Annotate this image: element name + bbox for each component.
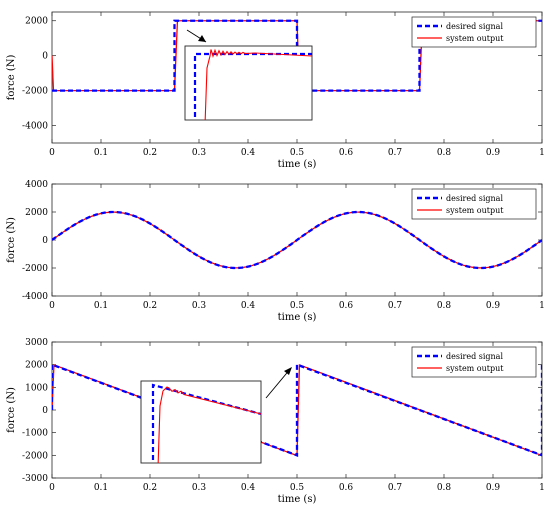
y-tick-label: 0 bbox=[42, 406, 48, 416]
series-group bbox=[52, 210, 542, 270]
inset-output-line bbox=[204, 48, 312, 120]
y-axis-label: force (N) bbox=[6, 217, 17, 263]
x-tick-label: 0.9 bbox=[486, 301, 501, 311]
x-tick-label: 0.1 bbox=[94, 483, 108, 493]
y-tick-label: 1000 bbox=[25, 383, 48, 393]
inset-desired-line bbox=[151, 383, 261, 463]
y-tick-label: 2000 bbox=[25, 361, 48, 371]
y-tick-label: -2000 bbox=[22, 451, 48, 461]
x-tick-label: 0.5 bbox=[290, 301, 305, 311]
y-axis-label: force (N) bbox=[6, 55, 17, 101]
x-tick-label: 0.1 bbox=[94, 301, 108, 311]
inset-zoom bbox=[140, 367, 292, 464]
series-group bbox=[52, 363, 542, 457]
x-tick-label: 1 bbox=[539, 301, 545, 311]
x-tick-label: 0.4 bbox=[241, 483, 256, 493]
x-tick-label: 0 bbox=[49, 483, 55, 493]
x-tick-label: 0.7 bbox=[388, 483, 403, 493]
legend: desired signal system output bbox=[411, 188, 537, 220]
x-tick-label: 0.4 bbox=[241, 301, 256, 311]
y-tick-label: 3000 bbox=[25, 338, 48, 348]
y-axis-label: force (N) bbox=[6, 387, 17, 433]
y-tick-label: -2000 bbox=[22, 264, 48, 274]
inset-frame bbox=[140, 380, 262, 464]
x-tick-label: 0.3 bbox=[192, 301, 207, 311]
y-tick-label: 0 bbox=[42, 236, 48, 246]
y-tick-label: -4000 bbox=[22, 292, 48, 302]
x-tick-label: 0.5 bbox=[290, 483, 305, 493]
inset-arrow-head bbox=[284, 367, 292, 375]
y-tick-label: -2000 bbox=[22, 87, 48, 97]
x-tick-label: 0.2 bbox=[143, 483, 157, 493]
inset-lines bbox=[151, 383, 261, 463]
x-tick-label: 0.6 bbox=[339, 301, 354, 311]
x-tick-label: 1 bbox=[539, 148, 545, 158]
y-tick-label: 2000 bbox=[25, 17, 48, 27]
x-tick-label: 0 bbox=[49, 301, 55, 311]
inset-frame bbox=[184, 45, 313, 121]
legend-entry-label: system output bbox=[446, 34, 504, 43]
x-tick-label: 0.4 bbox=[241, 148, 256, 158]
legend-entry-label: desired signal bbox=[446, 22, 503, 31]
inset-zoom bbox=[184, 29, 313, 121]
chart-panel-2: 0 0.1 0.2 0.3 0.4 0.5 0.6 0.7 0.8 0.9 1 -4000 -2000 0… bbox=[6, 180, 545, 323]
legend: desired signal system output bbox=[411, 16, 537, 48]
x-tick-label: 0.6 bbox=[339, 483, 354, 493]
chart-panel-1: 0 0.1 0.2 0.3 0.4 0.5 0.6 0.7 0.8 0.9 1 -4000 -2000 0… bbox=[6, 11, 545, 170]
chart-panel-3: 0 0.1 0.2 0.3 0.4 0.5 0.6 0.7 0.8 0.9 1 -3000 -2000 -… bbox=[6, 338, 545, 505]
x-tick-label: 0.2 bbox=[143, 301, 157, 311]
x-tick-label: 0.8 bbox=[437, 148, 452, 158]
y-tick-label: 4000 bbox=[25, 180, 48, 190]
legend-entry-label: desired signal bbox=[446, 194, 503, 203]
inset-output-line bbox=[157, 386, 261, 463]
inset-lines bbox=[193, 48, 312, 120]
x-tick-label: 0.7 bbox=[388, 301, 403, 311]
legend-entry-label: system output bbox=[446, 206, 504, 215]
x-tick-label: 0.9 bbox=[486, 483, 501, 493]
legend-entry-label: system output bbox=[446, 364, 504, 373]
legend-box bbox=[411, 16, 537, 48]
x-tick-label: 0.1 bbox=[94, 148, 108, 158]
x-tick-label: 0.3 bbox=[192, 148, 207, 158]
x-tick-label: 0 bbox=[49, 148, 55, 158]
y-tick-label: 2000 bbox=[25, 208, 48, 218]
legend-entry-label: desired signal bbox=[446, 352, 503, 361]
x-tick-label: 1 bbox=[539, 483, 545, 493]
series-line-desired-signal bbox=[52, 210, 542, 270]
x-tick-label: 0.5 bbox=[290, 148, 305, 158]
x-tick-label: 0.8 bbox=[437, 301, 452, 311]
y-tick-label: -4000 bbox=[22, 122, 48, 132]
legend-box bbox=[411, 188, 537, 220]
y-tick-label: 0 bbox=[42, 52, 48, 62]
x-tick-label: 0.9 bbox=[486, 148, 501, 158]
legend: desired signal system output bbox=[411, 346, 537, 378]
x-tick-label: 0.3 bbox=[192, 483, 207, 493]
x-tick-label: 0.6 bbox=[339, 148, 354, 158]
legend-box bbox=[411, 346, 537, 378]
x-tick-label: 0.2 bbox=[143, 148, 157, 158]
x-tick-label: 0.8 bbox=[437, 483, 452, 493]
y-tick-label: -1000 bbox=[22, 429, 48, 439]
y-tick-label: -3000 bbox=[22, 474, 48, 484]
inset-arrow-head bbox=[198, 35, 206, 42]
x-axis-label: time (s) bbox=[278, 159, 317, 170]
x-tick-label: 0.7 bbox=[388, 148, 403, 158]
x-axis-label: time (s) bbox=[278, 312, 317, 323]
x-axis-label: time (s) bbox=[278, 494, 317, 505]
